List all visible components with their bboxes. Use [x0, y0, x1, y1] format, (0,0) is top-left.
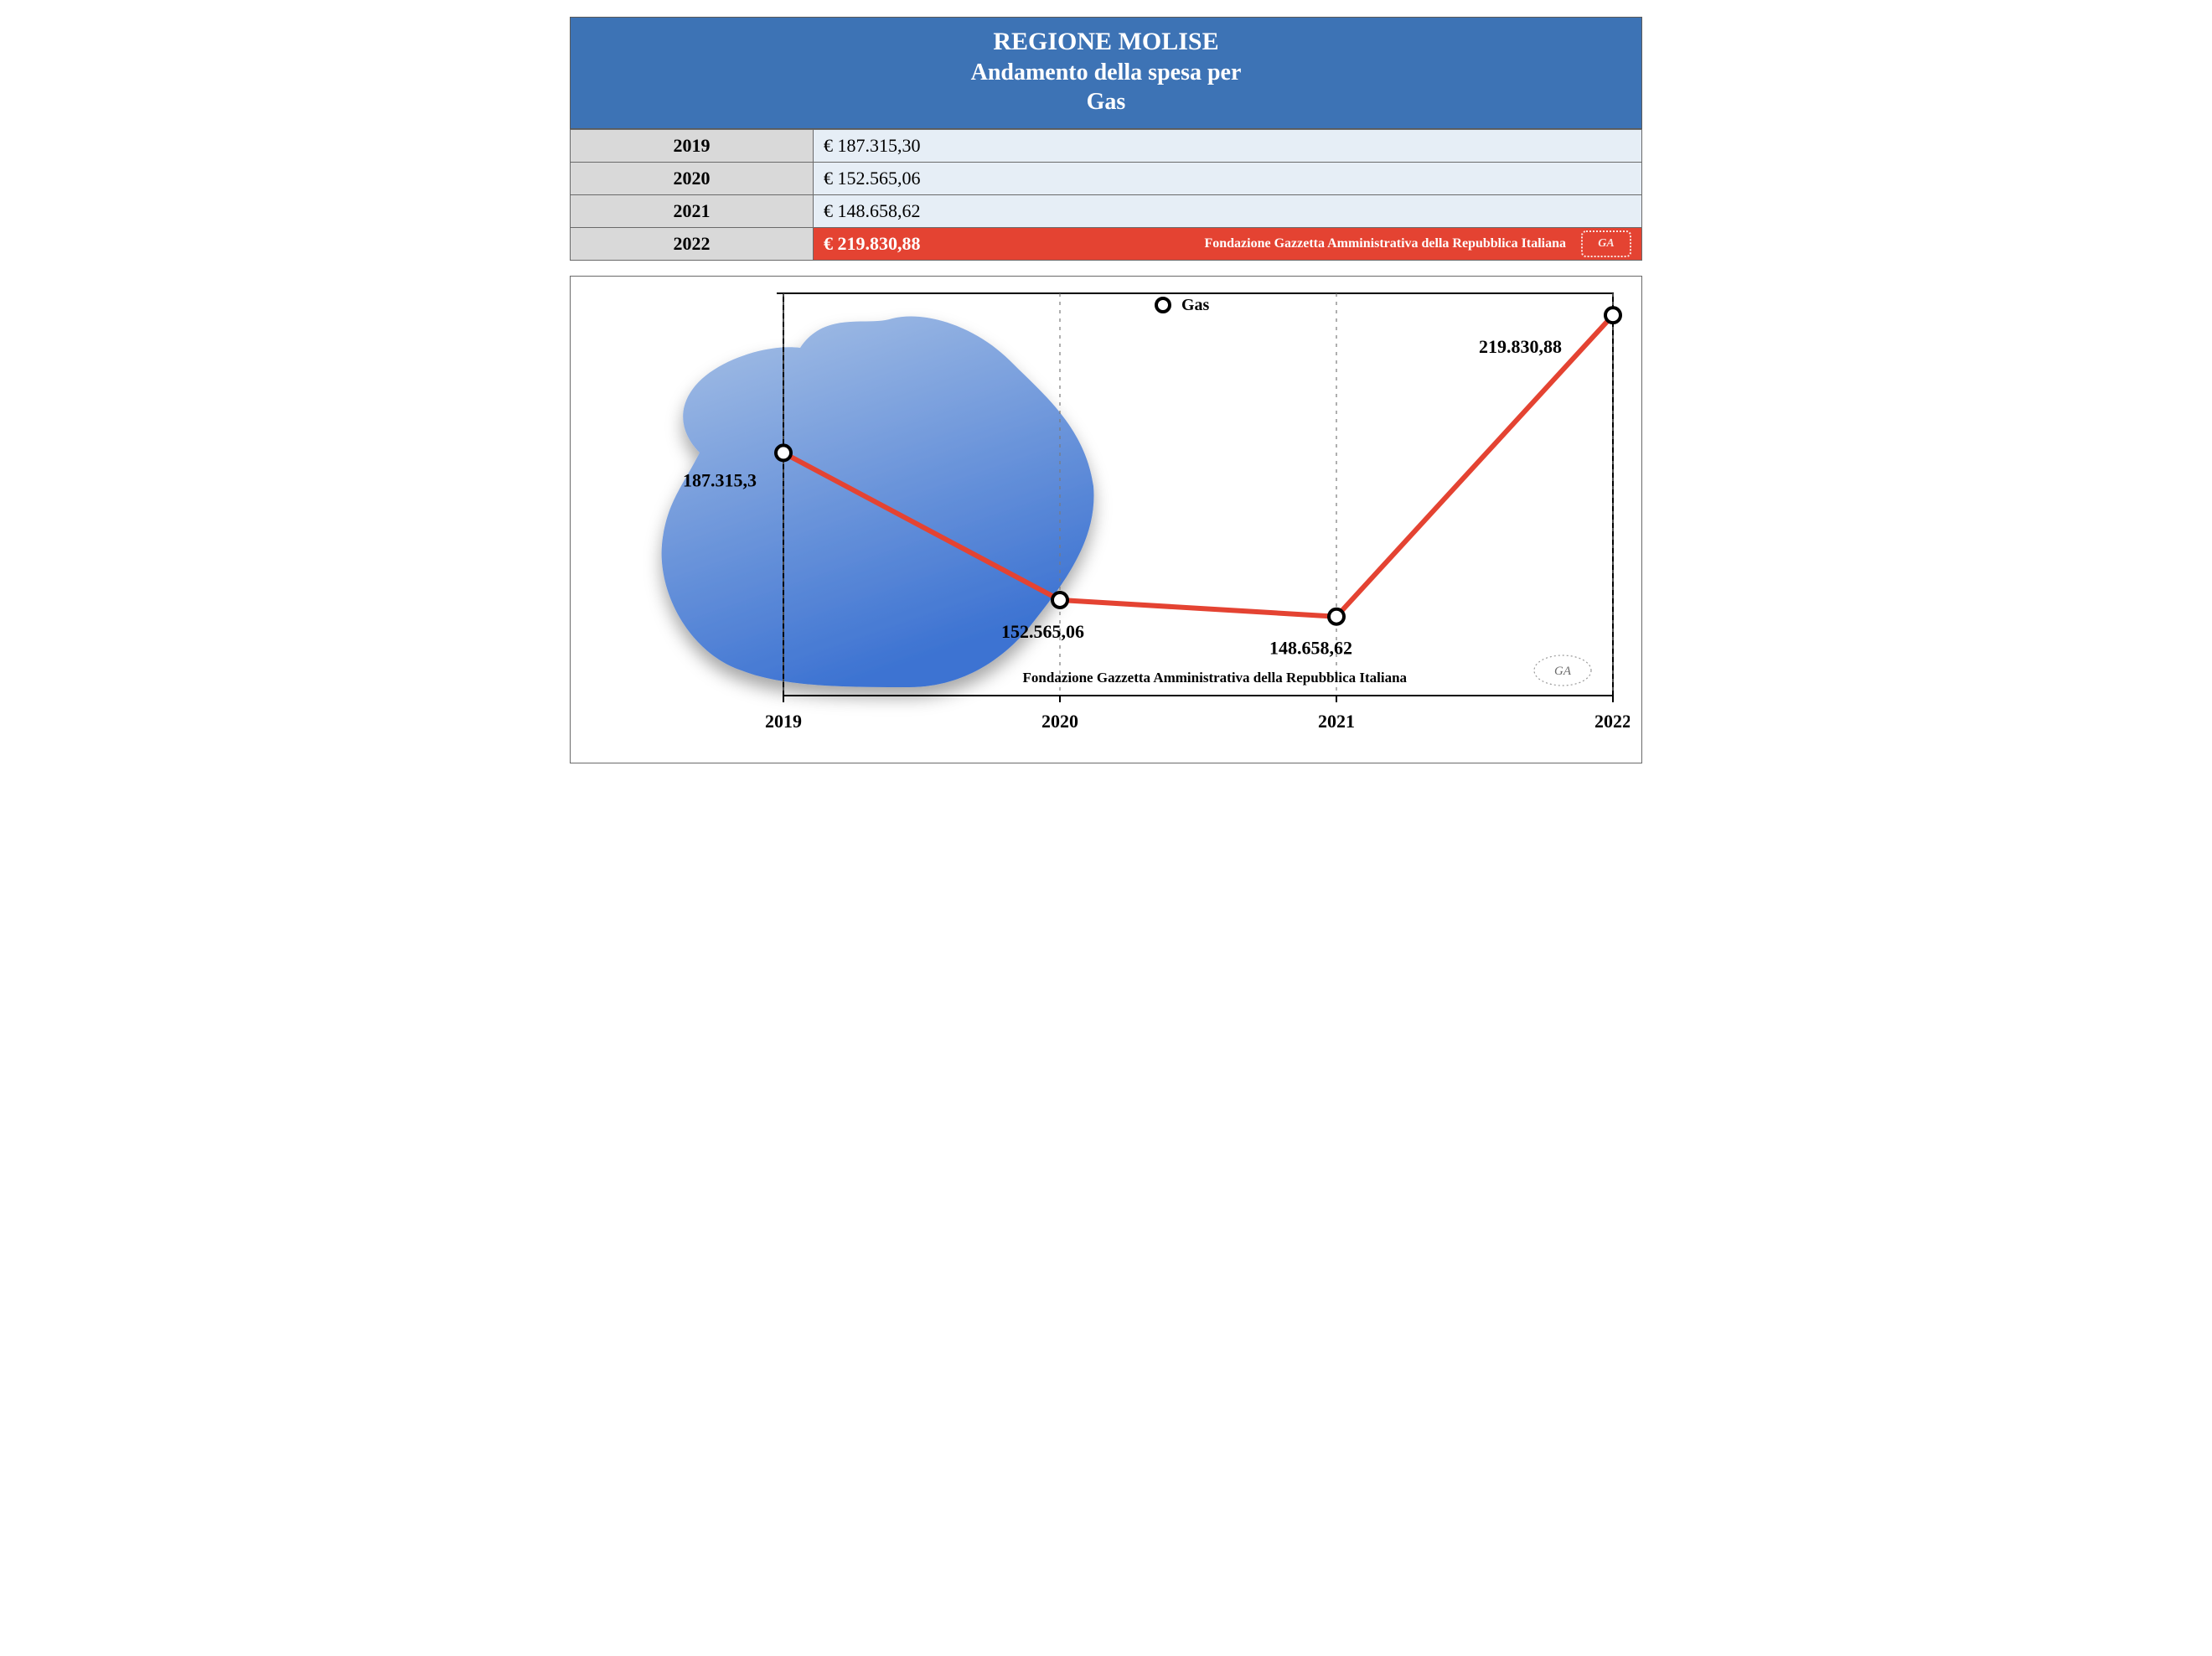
header-category: Gas — [571, 87, 1641, 116]
header-subtitle: Andamento della spesa per — [571, 58, 1641, 87]
header-title: REGIONE MOLISE — [571, 26, 1641, 58]
spending-table: 2019€ 187.315,302020€ 152.565,062021€ 14… — [570, 129, 1642, 261]
table-row: 2022€ 219.830,88Fondazione Gazzetta Ammi… — [571, 227, 1642, 260]
value-label: 187.315,3 — [683, 469, 757, 490]
chart-attribution: Fondazione Gazzetta Amministrativa della… — [1023, 670, 1408, 686]
value-cell: € 148.658,62 — [814, 194, 1642, 227]
attribution-text: Fondazione Gazzetta Amministrativa della… — [1204, 236, 1566, 251]
ga-stamp-icon: GA — [1534, 655, 1591, 686]
legend-marker-icon — [1156, 298, 1170, 312]
x-axis-label: 2019 — [765, 711, 802, 732]
table-row: 2020€ 152.565,06 — [571, 162, 1642, 194]
x-axis-label: 2022 — [1594, 711, 1630, 732]
year-cell: 2021 — [571, 194, 814, 227]
value-cell: € 152.565,06 — [814, 162, 1642, 194]
spending-table-body: 2019€ 187.315,302020€ 152.565,062021€ 14… — [571, 129, 1642, 260]
value-label: 219.830,88 — [1479, 336, 1562, 357]
ga-stamp-icon: GA — [1581, 230, 1631, 257]
chart-legend: Gas — [1156, 296, 1210, 314]
header-banner: REGIONE MOLISE Andamento della spesa per… — [570, 17, 1642, 129]
value-label: 152.565,06 — [1001, 620, 1084, 641]
data-marker — [1605, 308, 1620, 323]
x-axis-label: 2021 — [1318, 711, 1355, 732]
x-axis-label: 2020 — [1041, 711, 1078, 732]
legend-label: Gas — [1181, 296, 1210, 314]
table-row: 2021€ 148.658,62 — [571, 194, 1642, 227]
value-cell: € 219.830,88Fondazione Gazzetta Amminist… — [814, 227, 1642, 260]
value-cell: € 187.315,30 — [814, 129, 1642, 162]
svg-text:GA: GA — [1554, 665, 1572, 678]
data-marker — [776, 445, 791, 460]
year-cell: 2020 — [571, 162, 814, 194]
table-row: 2019€ 187.315,30 — [571, 129, 1642, 162]
value-label: 148.658,62 — [1269, 637, 1352, 658]
line-chart: 2019 2020 2021 2022 187.315,3 152.565,06 148.6… — [582, 285, 1630, 754]
year-cell: 2022 — [571, 227, 814, 260]
data-marker — [1052, 592, 1067, 607]
year-cell: 2019 — [571, 129, 814, 162]
chart-panel: 2019 2020 2021 2022 187.315,3 152.565,06 148.6… — [570, 276, 1642, 763]
data-marker — [1329, 608, 1344, 624]
infographic-container: REGIONE MOLISE Andamento della spesa per… — [570, 17, 1642, 763]
